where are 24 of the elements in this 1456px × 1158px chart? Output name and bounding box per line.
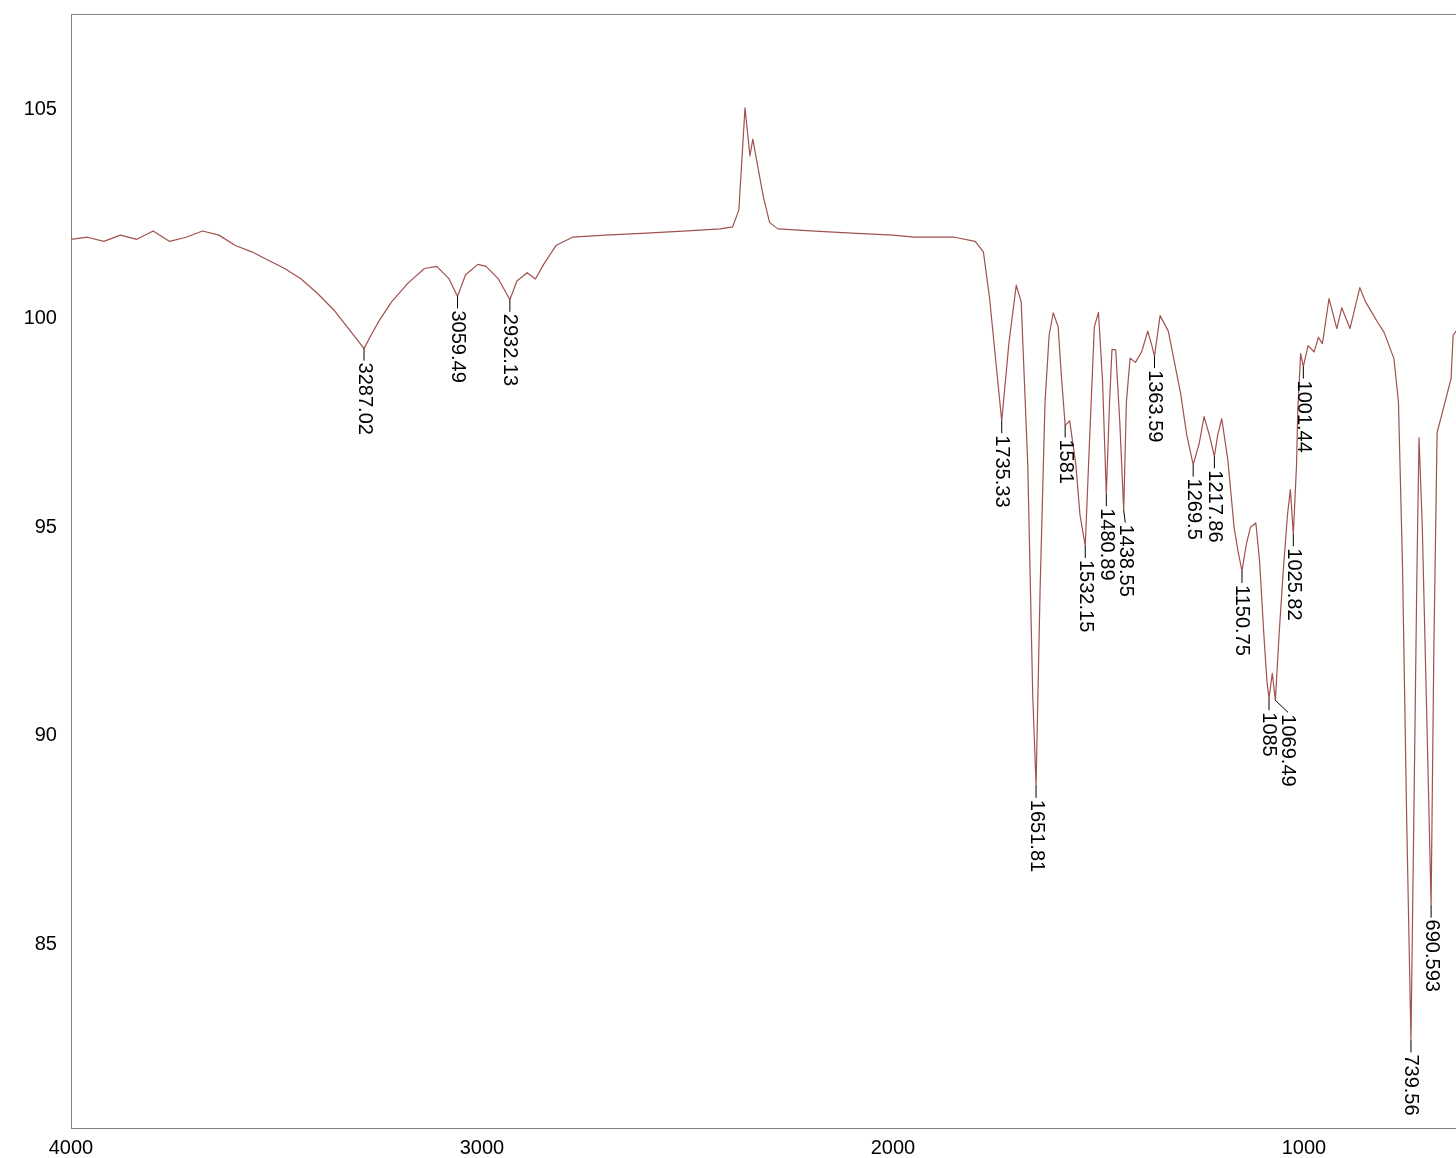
annotation: 1001.44 — [1293, 380, 1316, 453]
annotation: 1735.33 — [992, 435, 1015, 508]
annotation: 2932.13 — [500, 313, 523, 387]
x-tick-label: 1000 — [1281, 1135, 1327, 1158]
annotation: 690.593 — [1421, 919, 1444, 992]
y-tick-label: 95 — [34, 514, 57, 537]
annotation: 1269.5 — [1183, 478, 1206, 540]
x-tick-label: 3000 — [459, 1135, 505, 1158]
annotation: 1581 — [1055, 439, 1078, 484]
y-tick-label: 90 — [34, 723, 57, 746]
annotation: 1217.86 — [1204, 470, 1227, 543]
annotation: 1651.81 — [1026, 799, 1049, 873]
annotation: 3059.49 — [448, 310, 471, 383]
y-tick-label: 85 — [34, 931, 57, 954]
y-tick-label: 105 — [23, 97, 57, 120]
x-tick-label: 2000 — [870, 1135, 916, 1158]
annotation: 1025.82 — [1283, 548, 1306, 621]
annotation: 3287.02 — [354, 362, 377, 435]
annotation: 1363.59 — [1144, 370, 1167, 443]
annotation: 739.56 — [1401, 1054, 1424, 1116]
annotation: 1532.15 — [1075, 559, 1098, 633]
x-tick-label: 4000 — [48, 1135, 94, 1158]
y-tick-label: 100 — [23, 306, 57, 329]
annotation: 1150.75 — [1232, 585, 1255, 656]
